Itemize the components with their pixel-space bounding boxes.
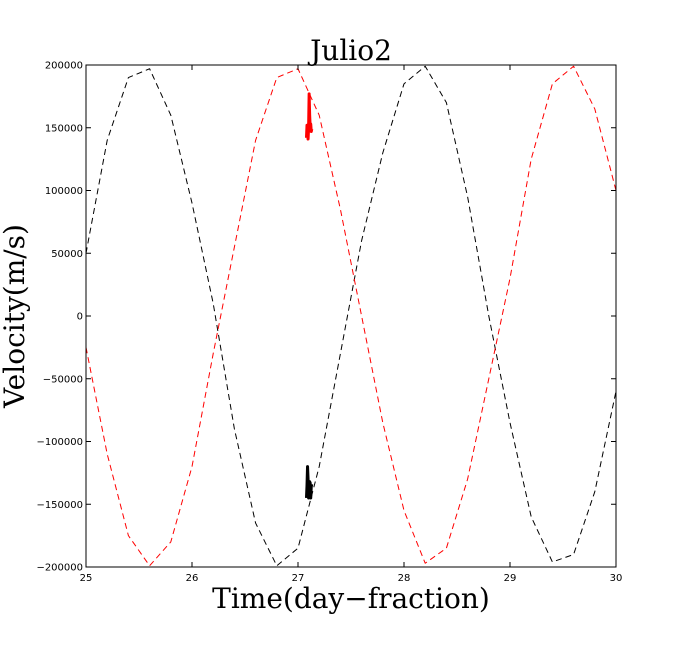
y-tick-label: −100000 bbox=[36, 437, 83, 448]
y-tick-label: 50000 bbox=[51, 249, 83, 260]
series-line-2 bbox=[304, 92, 314, 141]
y-tick-label: 200000 bbox=[45, 61, 83, 72]
x-tick-label: 28 bbox=[398, 573, 411, 584]
y-tick-label: −150000 bbox=[36, 500, 83, 511]
chart-title: Julio2 bbox=[307, 34, 392, 67]
series-layer bbox=[86, 65, 616, 567]
y-tick-label: −50000 bbox=[43, 374, 83, 385]
x-tick-label: 30 bbox=[610, 573, 623, 584]
y-axis-label: Velocity(m/s) bbox=[0, 224, 31, 409]
plot-frame bbox=[85, 64, 617, 568]
x-tick-label: 26 bbox=[186, 573, 199, 584]
x-tick-label: 29 bbox=[504, 573, 517, 584]
ticks-layer: 25 26 27 28 29 30 −200000 −150000 −100000 −50000 0… bbox=[36, 61, 622, 585]
x-tick-label: 25 bbox=[80, 573, 93, 584]
series-line-0 bbox=[86, 65, 616, 567]
x-tick-label: 27 bbox=[292, 573, 305, 584]
y-tick-label: 150000 bbox=[45, 123, 83, 134]
y-tick-label: 0 bbox=[77, 312, 83, 323]
series-line-3 bbox=[304, 465, 314, 500]
y-tick-label: 100000 bbox=[45, 186, 83, 197]
y-tick-label: −200000 bbox=[36, 563, 83, 574]
series-line-1 bbox=[86, 65, 616, 567]
x-axis-label: Time(day−fraction) bbox=[212, 582, 490, 615]
